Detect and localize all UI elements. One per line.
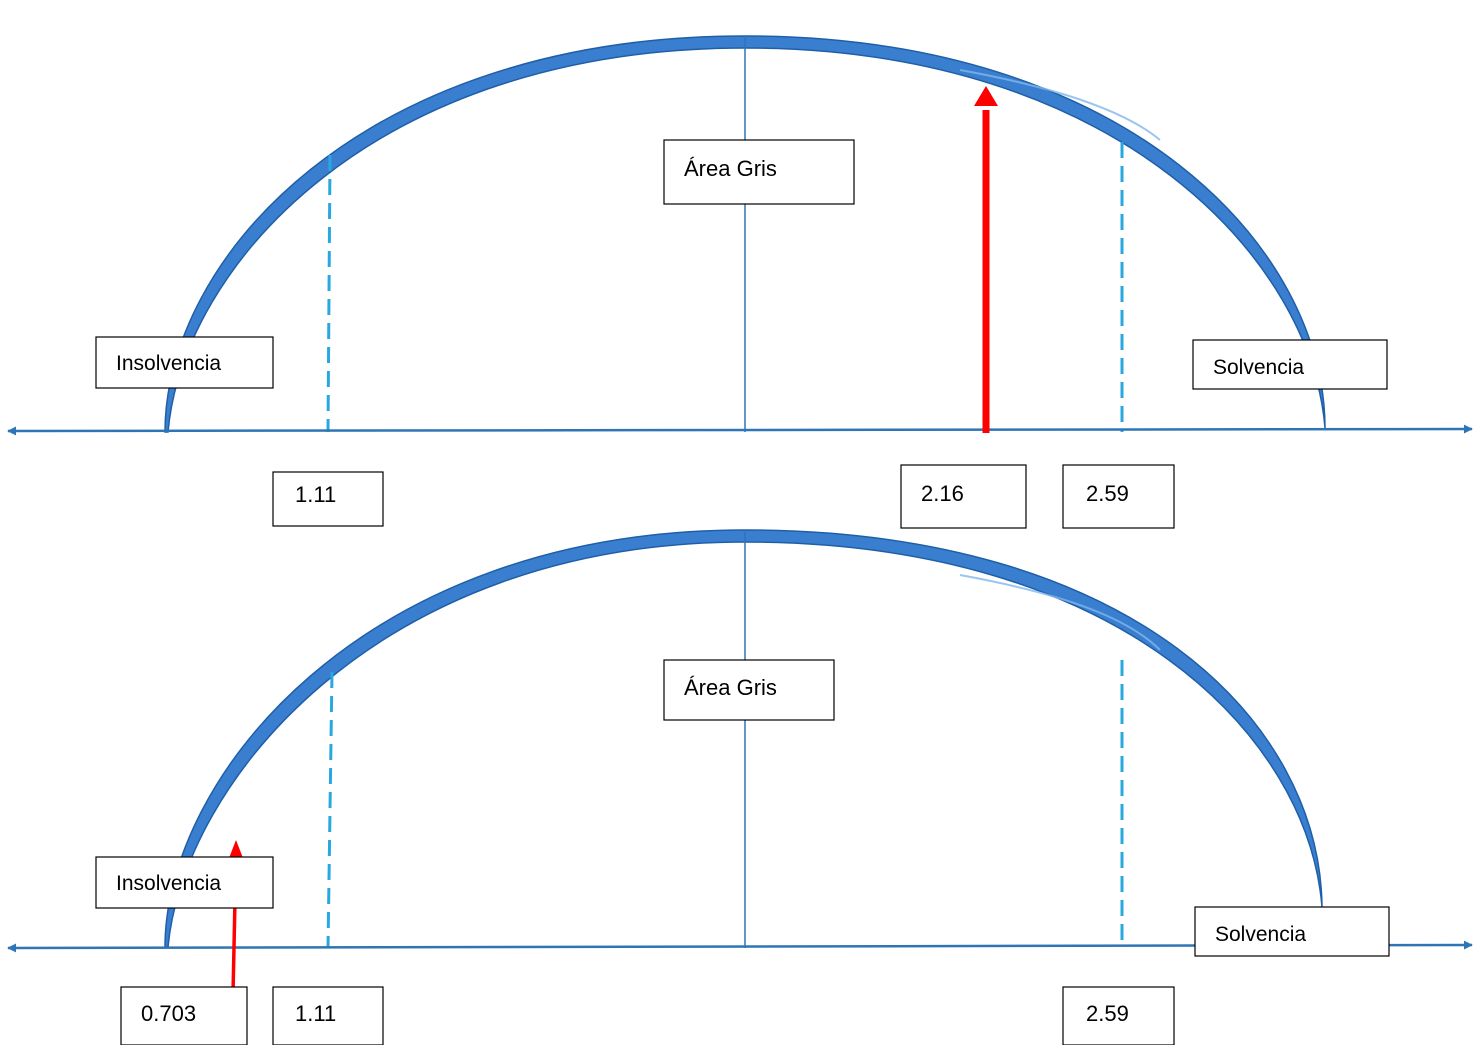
lower-threshold-value-box: 1.11 bbox=[272, 986, 384, 1046]
upper-threshold-value: 2.59 bbox=[1086, 1001, 1129, 1026]
gray-area-label: Área Gris bbox=[684, 675, 777, 700]
upper-threshold-value: 2.59 bbox=[1086, 481, 1129, 506]
score-value-box: 2.16 bbox=[900, 464, 1027, 529]
solvency-label-box: Solvencia bbox=[1192, 339, 1388, 390]
bell-arc-highlight bbox=[959, 574, 1161, 651]
gray-area-label-box: Área Gris bbox=[663, 139, 855, 205]
bell-arc-highlight bbox=[959, 69, 1161, 141]
lower-threshold-value: 1.11 bbox=[295, 482, 336, 507]
insolvency-label-box: Insolvencia bbox=[95, 856, 274, 909]
bell-arc bbox=[164, 529, 1323, 948]
score-value-box: 0.703 bbox=[120, 986, 248, 1046]
insolvency-label: Insolvencia bbox=[116, 872, 221, 895]
score-indicator-arrowhead bbox=[974, 86, 998, 106]
upper-threshold-value-box: 2.59 bbox=[1062, 464, 1175, 529]
score-indicator-arrowhead bbox=[229, 840, 243, 858]
lower-threshold-value-box: 1.11 bbox=[272, 471, 384, 527]
lower-threshold-line bbox=[326, 154, 332, 433]
insolvency-label: Insolvencia bbox=[116, 352, 221, 375]
score-value: 0.703 bbox=[141, 1001, 196, 1026]
solvency-label-box: Solvencia bbox=[1194, 906, 1390, 957]
gray-area-label-box: Área Gris bbox=[663, 659, 835, 721]
lower-threshold-value: 1.11 bbox=[295, 1001, 336, 1026]
x-axis bbox=[7, 424, 1473, 436]
score-value: 2.16 bbox=[921, 481, 964, 506]
gray-area-label: Área Gris bbox=[684, 156, 777, 181]
panel-1: Área Gris Insolvencia Solvencia 1.11 2.1… bbox=[7, 35, 1473, 529]
lower-threshold-line bbox=[326, 671, 334, 949]
panel-2: Área Gris Insolvencia Solvencia 0.703 1.… bbox=[7, 529, 1473, 1046]
solvency-label: Solvencia bbox=[1213, 356, 1304, 379]
insolvency-label-box: Insolvencia bbox=[95, 336, 274, 389]
solvency-label: Solvencia bbox=[1215, 923, 1306, 946]
upper-threshold-value-box: 2.59 bbox=[1062, 986, 1175, 1046]
